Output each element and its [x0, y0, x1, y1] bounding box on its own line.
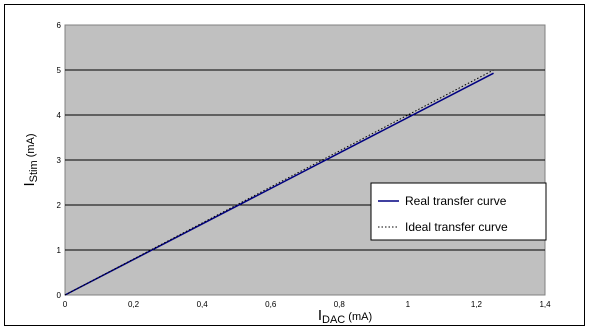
x-tick-label: 0: [63, 300, 68, 309]
series-line-ideal: [64, 69, 494, 296]
y-tick-label: 6: [57, 21, 62, 30]
x-tick-label: 0,8: [334, 300, 346, 309]
y-tick-label: 4: [57, 111, 62, 120]
x-tick-label: 1: [406, 300, 411, 309]
y-axis-title-main: I: [21, 182, 38, 186]
x-axis-title-unit: (mA): [345, 311, 372, 323]
y-axis-title: IStim (mA): [21, 133, 40, 186]
x-axis-title-sub: DAC: [322, 314, 345, 326]
series-lines: [64, 69, 494, 296]
legend-box: [370, 182, 547, 241]
grid-lines: [65, 69, 545, 251]
x-tick-label: 1,4: [539, 300, 551, 309]
x-tick-label: 1,2: [471, 300, 483, 309]
x-tick-label: 0,2: [128, 300, 140, 309]
y-tick-labels: 0 1 2 3 4 5 6: [57, 21, 62, 300]
series-line-real: [64, 72, 494, 296]
y-tick-label: 1: [57, 246, 62, 255]
y-tick-label: 0: [57, 291, 62, 300]
y-tick-label: 5: [57, 66, 62, 75]
x-axis-title: IDAC (mA): [318, 307, 372, 326]
legend-label-ideal: Ideal transfer curve: [405, 220, 508, 234]
y-axis-title-unit: (mA): [25, 133, 37, 160]
y-axis-title-sub: Stim: [28, 160, 40, 182]
legend-label-real: Real transfer curve: [405, 194, 507, 208]
y-tick-label: 2: [57, 201, 62, 210]
x-axis-title-main: I: [318, 307, 322, 324]
x-tick-labels: 0 0,2 0,4 0,6 0,8 1 1,2 1,4: [63, 300, 551, 309]
y-tick-label: 3: [57, 156, 62, 165]
x-tick-label: 0,4: [197, 300, 209, 309]
legend: Real transfer curve Ideal transfer curve: [370, 182, 547, 241]
x-tick-label: 0,6: [265, 300, 277, 309]
